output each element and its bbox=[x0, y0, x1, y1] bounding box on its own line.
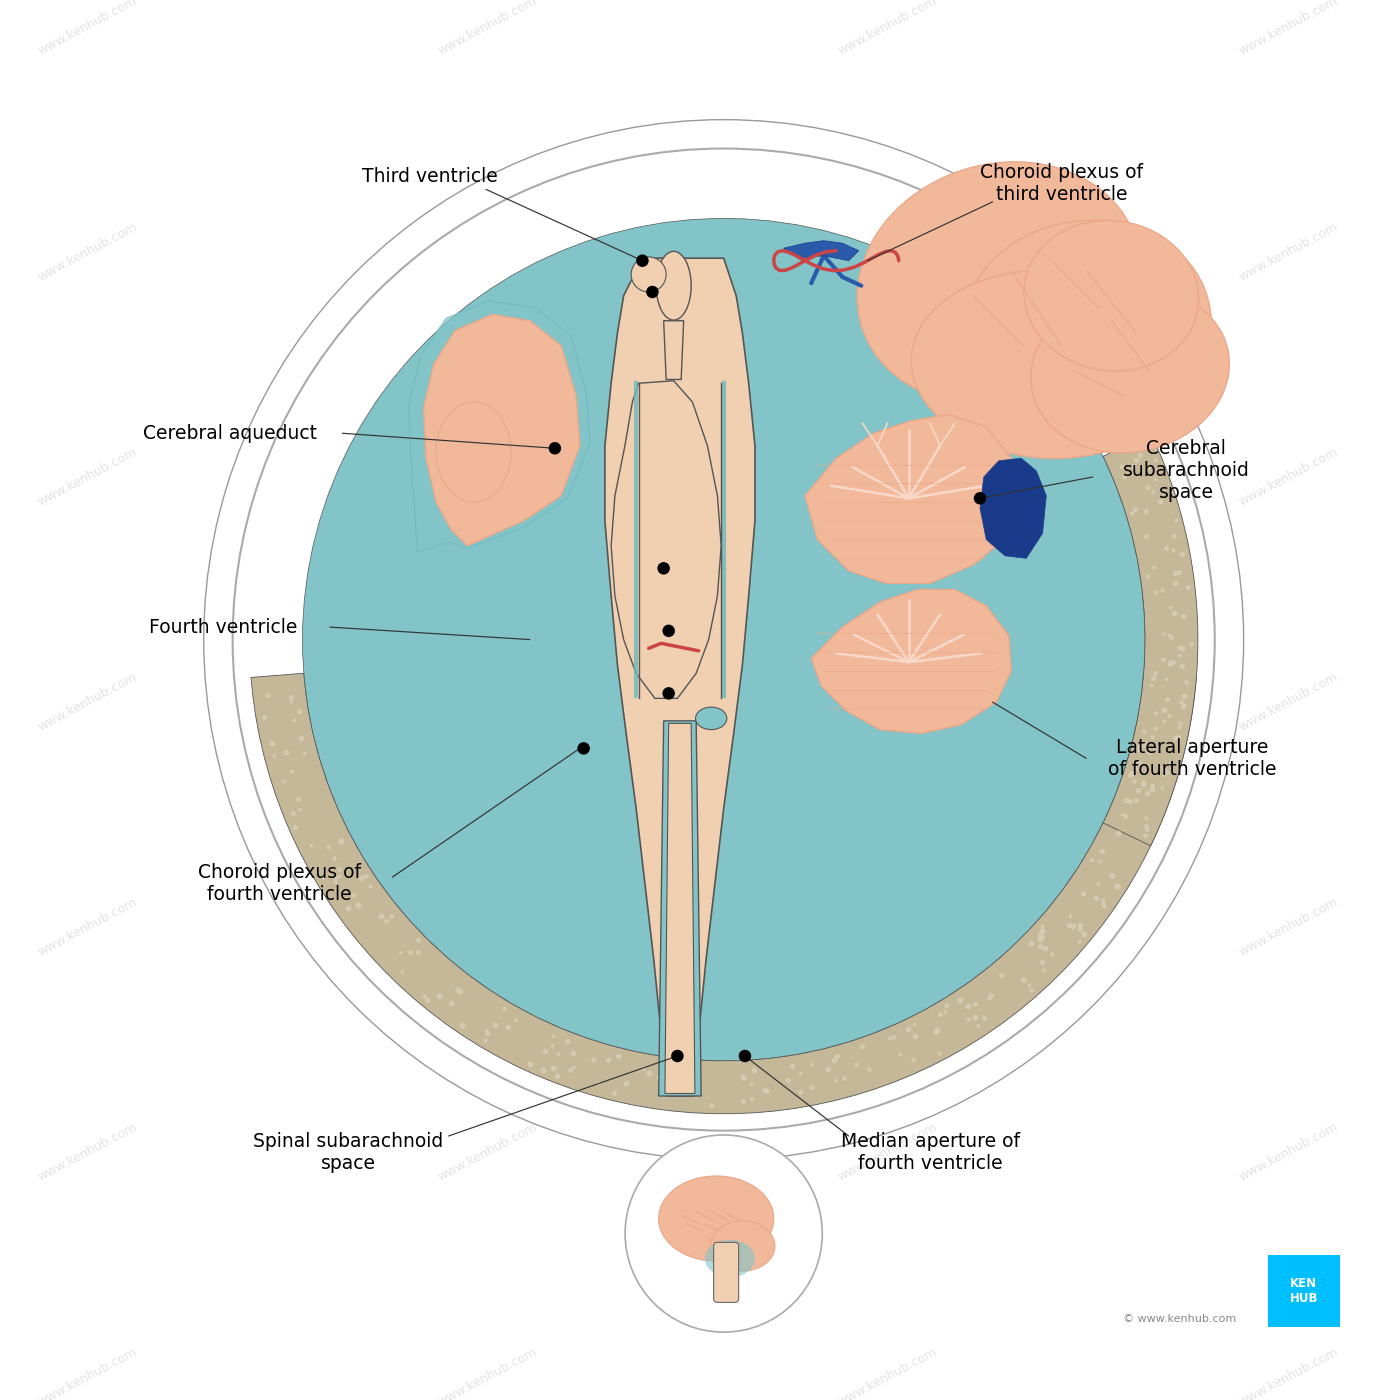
Circle shape bbox=[636, 255, 648, 267]
PathPatch shape bbox=[302, 218, 1145, 1061]
Circle shape bbox=[662, 687, 675, 700]
Circle shape bbox=[671, 1050, 683, 1063]
Text: Median aperture of
fourth ventricle: Median aperture of fourth ventricle bbox=[840, 1131, 1019, 1173]
Ellipse shape bbox=[696, 707, 727, 729]
Ellipse shape bbox=[657, 252, 692, 321]
Ellipse shape bbox=[1023, 220, 1198, 371]
Text: www.kenhub.com: www.kenhub.com bbox=[36, 671, 140, 734]
Text: www.kenhub.com: www.kenhub.com bbox=[1236, 445, 1340, 508]
PathPatch shape bbox=[664, 321, 683, 379]
Ellipse shape bbox=[911, 270, 1186, 458]
PathPatch shape bbox=[605, 258, 755, 1096]
Ellipse shape bbox=[658, 1176, 774, 1261]
PathPatch shape bbox=[424, 315, 580, 546]
Text: KEN
HUB: KEN HUB bbox=[1289, 1277, 1319, 1305]
Ellipse shape bbox=[1030, 288, 1229, 454]
Text: www.kenhub.com: www.kenhub.com bbox=[435, 0, 539, 59]
Circle shape bbox=[549, 442, 561, 455]
Text: www.kenhub.com: www.kenhub.com bbox=[836, 220, 939, 283]
Ellipse shape bbox=[634, 263, 662, 283]
Ellipse shape bbox=[435, 402, 511, 503]
Text: www.kenhub.com: www.kenhub.com bbox=[1236, 671, 1340, 734]
Text: www.kenhub.com: www.kenhub.com bbox=[1236, 1345, 1340, 1400]
Text: www.kenhub.com: www.kenhub.com bbox=[36, 895, 140, 959]
Text: Cerebral
subarachnoid
space: Cerebral subarachnoid space bbox=[1123, 440, 1250, 503]
Text: Choroid plexus of
fourth ventricle: Choroid plexus of fourth ventricle bbox=[199, 862, 361, 904]
Text: www.kenhub.com: www.kenhub.com bbox=[836, 895, 939, 959]
PathPatch shape bbox=[784, 241, 858, 260]
Text: Third ventricle: Third ventricle bbox=[363, 168, 497, 186]
Text: Lateral aperture
of fourth ventricle: Lateral aperture of fourth ventricle bbox=[1109, 738, 1277, 778]
Circle shape bbox=[658, 561, 671, 574]
PathPatch shape bbox=[805, 414, 1023, 584]
Circle shape bbox=[662, 624, 675, 637]
Circle shape bbox=[739, 1050, 752, 1063]
Text: www.kenhub.com: www.kenhub.com bbox=[1236, 895, 1340, 959]
Text: www.kenhub.com: www.kenhub.com bbox=[435, 1345, 539, 1400]
Text: www.kenhub.com: www.kenhub.com bbox=[1236, 220, 1340, 283]
Ellipse shape bbox=[706, 1240, 755, 1277]
Ellipse shape bbox=[710, 1221, 776, 1271]
Ellipse shape bbox=[631, 258, 666, 293]
PathPatch shape bbox=[980, 458, 1046, 559]
Text: Choroid plexus of
third ventricle: Choroid plexus of third ventricle bbox=[980, 162, 1142, 203]
Circle shape bbox=[232, 148, 1215, 1131]
PathPatch shape bbox=[1103, 434, 1198, 846]
FancyBboxPatch shape bbox=[714, 1242, 739, 1302]
Text: www.kenhub.com: www.kenhub.com bbox=[836, 0, 939, 59]
Circle shape bbox=[647, 286, 658, 298]
Text: www.kenhub.com: www.kenhub.com bbox=[435, 895, 539, 959]
Ellipse shape bbox=[962, 220, 1211, 434]
Text: www.kenhub.com: www.kenhub.com bbox=[836, 1345, 939, 1400]
Text: www.kenhub.com: www.kenhub.com bbox=[36, 1345, 140, 1400]
Circle shape bbox=[624, 1135, 822, 1333]
PathPatch shape bbox=[409, 301, 589, 552]
Text: www.kenhub.com: www.kenhub.com bbox=[1236, 1120, 1340, 1183]
PathPatch shape bbox=[665, 724, 694, 1093]
Text: www.kenhub.com: www.kenhub.com bbox=[36, 0, 140, 59]
PathPatch shape bbox=[811, 589, 1011, 734]
Text: www.kenhub.com: www.kenhub.com bbox=[836, 1120, 939, 1183]
Ellipse shape bbox=[857, 162, 1141, 405]
Text: Cerebral aqueduct: Cerebral aqueduct bbox=[143, 424, 316, 442]
PathPatch shape bbox=[251, 673, 1197, 1113]
PathPatch shape bbox=[658, 721, 701, 1096]
Text: www.kenhub.com: www.kenhub.com bbox=[435, 1120, 539, 1183]
Text: Spinal subarachnoid
space: Spinal subarachnoid space bbox=[253, 1131, 444, 1173]
Text: www.kenhub.com: www.kenhub.com bbox=[836, 671, 939, 734]
Text: www.kenhub.com: www.kenhub.com bbox=[836, 445, 939, 508]
Text: www.kenhub.com: www.kenhub.com bbox=[36, 445, 140, 508]
Text: www.kenhub.com: www.kenhub.com bbox=[36, 220, 140, 283]
Text: Fourth ventricle: Fourth ventricle bbox=[150, 617, 298, 637]
FancyBboxPatch shape bbox=[1267, 1254, 1340, 1327]
PathPatch shape bbox=[612, 381, 721, 699]
Circle shape bbox=[577, 742, 589, 755]
Text: www.kenhub.com: www.kenhub.com bbox=[1236, 0, 1340, 59]
Circle shape bbox=[974, 491, 986, 504]
Text: www.kenhub.com: www.kenhub.com bbox=[36, 1120, 140, 1183]
Text: www.kenhub.com: www.kenhub.com bbox=[435, 671, 539, 734]
Text: © www.kenhub.com: © www.kenhub.com bbox=[1123, 1313, 1236, 1323]
Text: www.kenhub.com: www.kenhub.com bbox=[435, 445, 539, 508]
Text: www.kenhub.com: www.kenhub.com bbox=[435, 220, 539, 283]
